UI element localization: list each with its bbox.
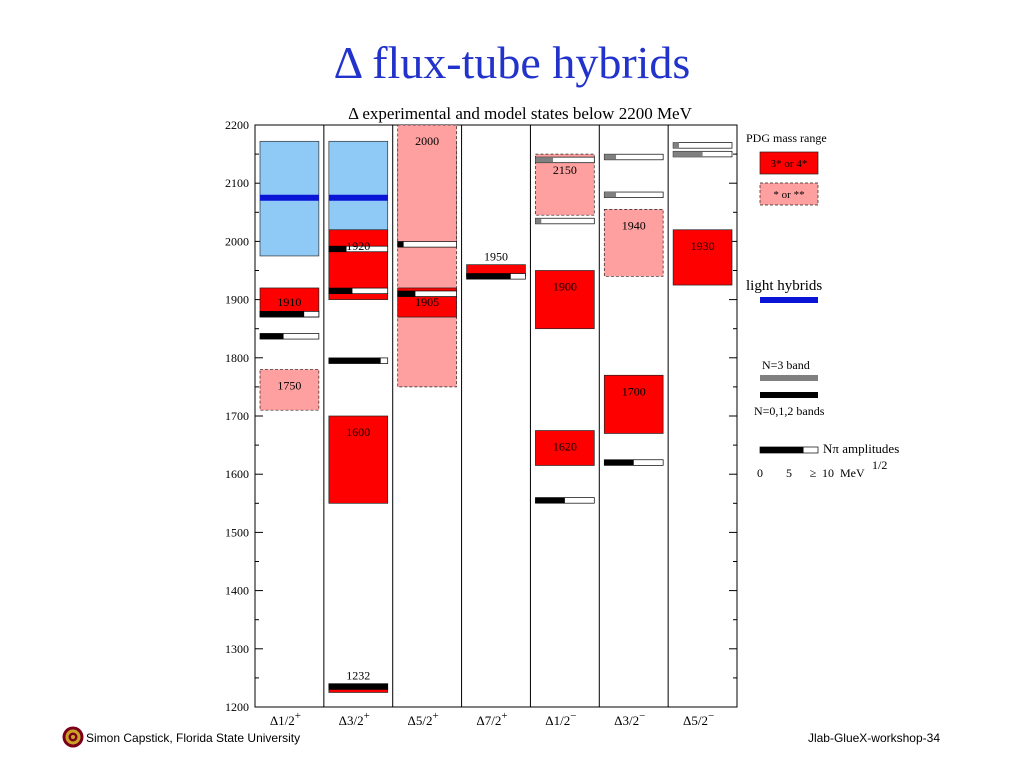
model-state-amplitude xyxy=(604,154,617,160)
legend-amp-ge: ≥ xyxy=(810,466,817,480)
pdg-state-label: 1950 xyxy=(484,250,508,264)
y-tick-label: 1700 xyxy=(225,409,249,423)
legend-amp-unit: MeV xyxy=(840,466,865,480)
chart-title: Δ experimental and model states below 22… xyxy=(348,104,692,123)
pdg-mass-box xyxy=(535,153,595,216)
legend-amp-tick: 5 xyxy=(786,466,792,480)
model-state-amplitude xyxy=(260,311,305,317)
model-state-amplitude xyxy=(535,497,565,504)
column-4: 1950 Δ7/2+ xyxy=(461,125,526,728)
legend-amplitude-fill xyxy=(760,447,804,453)
footer-slide-id: Jlab-GlueX-workshop-34 xyxy=(807,731,940,745)
y-tick-label: 1300 xyxy=(225,642,249,656)
model-state-amplitude xyxy=(328,246,347,252)
pdg-state-label: 1920 xyxy=(346,239,370,253)
legend-amp-tick: 10 xyxy=(822,466,834,480)
model-state-amplitude xyxy=(328,288,353,294)
column-label: Δ3/2− xyxy=(614,710,645,728)
model-state-bar xyxy=(535,217,595,225)
column-label: Δ7/2+ xyxy=(476,710,507,728)
pdg-mass-box xyxy=(259,369,320,411)
column-1: 1910 1750 Δ1/2+ xyxy=(259,140,320,728)
pdg-mass-box xyxy=(672,229,733,286)
column-3: 2000 1905 Δ5/2+ xyxy=(392,124,457,728)
model-state-amplitude xyxy=(673,142,680,149)
model-state-amplitude xyxy=(260,333,284,340)
y-tick-label: 1200 xyxy=(225,700,249,714)
model-state-amplitude xyxy=(535,218,542,224)
legend-n012-swatch xyxy=(760,392,818,398)
pdg-state-label: 2150 xyxy=(553,163,577,177)
y-tick-label: 2100 xyxy=(225,176,249,190)
legend-pdg-title: PDG mass range xyxy=(746,131,827,145)
legend-n3-swatch xyxy=(760,375,818,381)
pdg-mass-box xyxy=(535,430,595,466)
legend: PDG mass range 3* or 4* * or ** light hybri… xyxy=(746,131,899,480)
pdg-mass-box xyxy=(603,209,664,277)
y-tick-label: 1600 xyxy=(225,467,249,481)
column-label: Δ1/2− xyxy=(545,710,576,728)
y-tick-label: 1800 xyxy=(225,351,249,365)
pdg-state-label: 1900 xyxy=(553,280,577,294)
legend-strong-label: 3* or 4* xyxy=(771,158,808,170)
slide-title: Δ flux-tube hybrids xyxy=(333,37,691,88)
legend-amplitude-label: Nπ amplitudes xyxy=(823,441,899,456)
model-state-amplitude xyxy=(604,192,617,198)
y-tick-label: 2200 xyxy=(225,118,249,132)
legend-amp-unit-exp: 1/2 xyxy=(872,458,887,472)
model-state-bar xyxy=(397,241,457,248)
plot-frame xyxy=(254,124,738,708)
pdg-state-label: 1620 xyxy=(553,440,577,454)
legend-n012-label: N=0,1,2 bands xyxy=(754,404,825,418)
pdg-state-label: 1940 xyxy=(622,218,646,232)
column-label: Δ1/2+ xyxy=(270,710,301,728)
column-6: 1940 1700 Δ3/2− xyxy=(598,125,664,728)
legend-light-hybrids-label: light hybrids xyxy=(746,278,822,294)
hybrid-range-box xyxy=(328,140,389,242)
model-state-amplitude xyxy=(328,683,388,690)
model-state-bar xyxy=(672,142,733,149)
model-state-amplitude xyxy=(328,357,381,364)
legend-n3-label: N=3 band xyxy=(762,358,810,372)
pdg-mass-box xyxy=(328,415,389,504)
model-state-amplitude xyxy=(535,157,554,163)
legend-weak-label: * or ** xyxy=(773,189,804,201)
pdg-state-label: 1905 xyxy=(415,295,439,309)
column-label: Δ5/2− xyxy=(683,710,714,728)
column-2: 1920 1600 1232 Δ3/2+ xyxy=(323,125,389,728)
light-hybrid-line xyxy=(328,194,388,201)
pdg-state-label: 1750 xyxy=(277,378,301,392)
pdg-state-label: 1700 xyxy=(622,384,646,398)
column-label: Δ5/2+ xyxy=(408,710,439,728)
legend-weak-swatch xyxy=(759,182,819,206)
footer-author: Simon Capstick, Florida State University xyxy=(86,731,301,745)
y-tick-label: 1500 xyxy=(225,525,249,539)
legend-strong-swatch xyxy=(759,151,819,175)
university-seal-icon xyxy=(62,726,84,748)
pdg-mass-box xyxy=(535,270,595,330)
model-state-amplitude xyxy=(466,273,511,280)
column-5: 2150 1900 1620 Δ1/2− xyxy=(529,125,595,728)
pdg-state-label: 1232 xyxy=(346,669,370,683)
model-state-amplitude xyxy=(673,151,703,157)
y-tick-label: 2000 xyxy=(225,234,249,248)
y-tick-label: 1400 xyxy=(225,584,249,598)
y-tick-label: 1900 xyxy=(225,293,249,307)
model-state-amplitude xyxy=(604,459,634,466)
pdg-state-label: 1910 xyxy=(277,295,301,309)
pdg-state-label: 2000 xyxy=(415,134,439,148)
column-label: Δ3/2+ xyxy=(339,710,370,728)
pdg-mass-box xyxy=(603,374,664,434)
legend-amp-tick: 0 xyxy=(757,466,763,480)
legend-light-hybrid-swatch xyxy=(760,297,818,303)
pdg-state-label: 1600 xyxy=(346,425,370,439)
model-state-amplitude xyxy=(397,241,404,248)
pdg-mass-box xyxy=(397,124,457,388)
model-state-amplitude xyxy=(397,290,416,297)
light-hybrid-line xyxy=(260,194,319,201)
column-7: 1930 Δ5/2− xyxy=(667,125,733,728)
pdg-state-label: 1930 xyxy=(691,239,715,253)
